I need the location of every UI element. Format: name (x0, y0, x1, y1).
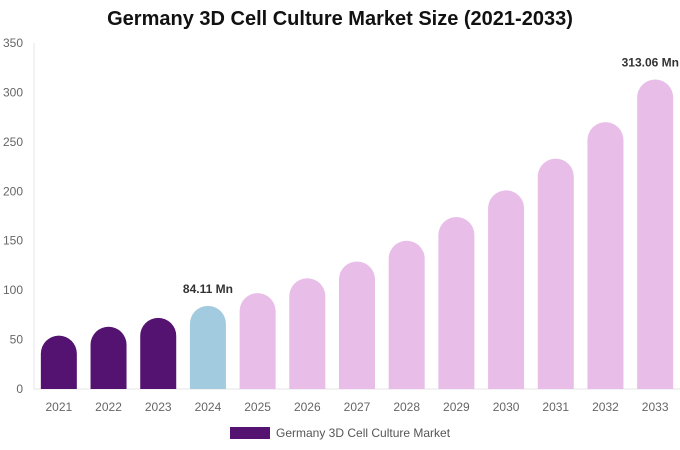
x-tick-label: 2022 (95, 400, 122, 414)
x-tick-label: 2030 (493, 400, 520, 414)
x-tick-label: 2028 (393, 400, 420, 414)
data-label: 313.06 Mn (622, 56, 679, 70)
bar-2031 (537, 158, 574, 389)
x-tick-label: 2023 (145, 400, 172, 414)
bar-2033 (637, 79, 674, 390)
x-tick-label: 2026 (294, 400, 321, 414)
y-tick-label: 100 (3, 283, 23, 297)
legend-swatch (230, 427, 270, 439)
bar-2030 (488, 190, 525, 389)
x-tick-label: 2027 (344, 400, 371, 414)
chart-title: Germany 3D Cell Culture Market Size (202… (107, 8, 573, 30)
x-tick-label: 2032 (592, 400, 619, 414)
bar-2024 (189, 305, 226, 389)
y-tick-label: 200 (3, 184, 23, 198)
bar-2028 (388, 240, 425, 389)
y-tick-label: 50 (10, 333, 24, 347)
legend-label: Germany 3D Cell Culture Market (276, 426, 451, 440)
bar-2029 (438, 216, 475, 389)
y-tick-label: 250 (3, 135, 23, 149)
x-tick-label: 2025 (244, 400, 271, 414)
bar-2027 (339, 261, 375, 389)
data-label: 84.11 Mn (183, 282, 233, 296)
bar-2026 (289, 278, 326, 389)
bar-2022 (90, 326, 127, 389)
y-tick-label: 300 (3, 85, 23, 99)
x-tick-label: 2024 (195, 400, 222, 414)
x-tick-label: 2029 (443, 400, 470, 414)
bar-2023 (140, 317, 177, 389)
y-tick-label: 350 (3, 36, 23, 50)
bar-2025 (239, 293, 276, 389)
y-tick-label: 150 (3, 234, 23, 248)
x-tick-label: 2031 (542, 400, 569, 414)
x-tick-label: 2021 (45, 400, 72, 414)
y-tick-label: 0 (16, 382, 23, 396)
bar-2021 (40, 335, 77, 389)
legend[interactable]: Germany 3D Cell Culture Market (230, 426, 450, 440)
bar-2032 (587, 122, 624, 390)
x-tick-label: 2033 (642, 400, 669, 414)
